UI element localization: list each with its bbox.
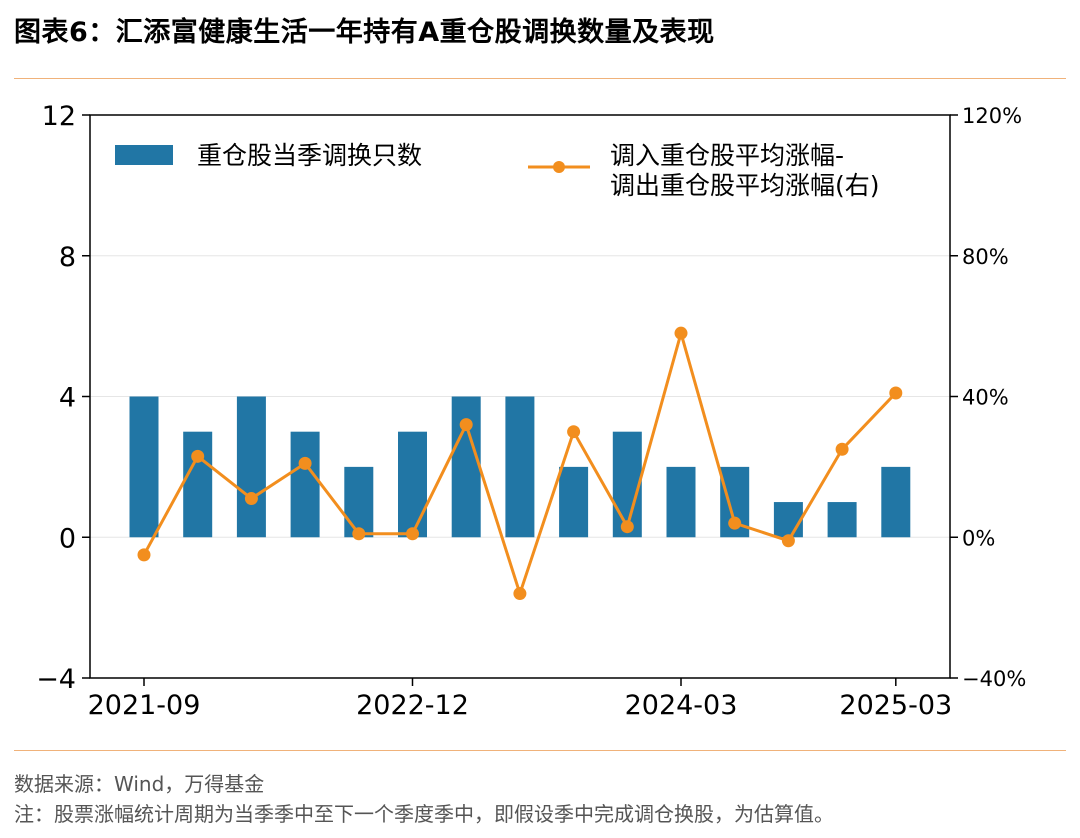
axes: −4 0 4 8 12 −40% 0% 40% 80% 120% 2021-09 2022-12 202… — [36, 101, 1026, 721]
bar — [559, 466, 589, 538]
y-right-tick-label: 80% — [962, 245, 1009, 269]
line-point — [674, 326, 688, 340]
x-tick-label: 2025-03 — [839, 690, 952, 721]
y-right-tick-label: −40% — [962, 667, 1026, 691]
bar — [451, 396, 481, 538]
footnote: 注：股票涨幅统计周期为当季季中至下一个季度季中，即假设季中完成调仓换股，为估算值… — [14, 802, 834, 826]
bar — [773, 502, 803, 538]
line-point — [567, 425, 581, 439]
line-point — [459, 418, 473, 432]
x-tick-label: 2021-09 — [88, 690, 201, 721]
bar — [881, 466, 911, 538]
legend-line-label-2: 调出重仓股平均涨幅(右) — [610, 171, 880, 200]
bar — [236, 396, 266, 538]
legend-line-label-1: 调入重仓股平均涨幅- — [610, 141, 844, 170]
line-point — [728, 516, 742, 530]
bar — [666, 466, 696, 538]
line-point — [191, 449, 205, 463]
legend: 重仓股当季调换只数 调入重仓股平均涨幅- 调出重仓股平均涨幅(右) — [115, 141, 880, 200]
line-point — [298, 456, 312, 470]
bar — [505, 396, 535, 538]
y-right-tick-label: 120% — [962, 104, 1022, 128]
chart-title: 图表6：汇添富健康生活一年持有A重仓股调换数量及表现 — [14, 17, 715, 48]
bar — [827, 502, 857, 538]
bar-series — [129, 396, 911, 538]
line-point — [406, 527, 419, 541]
bar — [344, 466, 374, 538]
line-point — [244, 492, 258, 506]
line-point — [835, 442, 849, 456]
y-left-tick-label: 12 — [42, 101, 76, 132]
bottom-divider — [14, 750, 1066, 751]
y-left-tick-label: 0 — [59, 523, 76, 554]
legend-line-marker — [553, 161, 565, 173]
bar — [290, 431, 320, 538]
line-point — [620, 520, 634, 534]
line-point — [352, 527, 366, 541]
y-right-tick-label: 0% — [962, 526, 995, 550]
bar — [398, 431, 427, 538]
combo-chart: −4 0 4 8 12 −40% 0% 40% 80% 120% 2021-09 2022-12 202… — [36, 101, 1026, 721]
legend-bar-label: 重仓股当季调换只数 — [197, 141, 422, 170]
top-divider — [14, 78, 1066, 79]
source-note: 数据来源：Wind，万得基金 — [14, 772, 265, 796]
line-point — [513, 587, 527, 601]
bar — [183, 431, 213, 538]
line-series — [137, 326, 903, 601]
bar — [612, 431, 642, 538]
y-right-tick-label: 40% — [962, 386, 1009, 410]
y-left-tick-label: −4 — [36, 664, 76, 695]
y-left-tick-label: 8 — [59, 242, 76, 273]
legend-bar-swatch — [115, 145, 173, 165]
line-point — [781, 534, 795, 548]
y-left-tick-label: 4 — [59, 383, 76, 414]
line-point — [137, 548, 151, 562]
x-tick-label: 2022-12 — [356, 690, 469, 721]
x-tick-label: 2024-03 — [625, 690, 738, 721]
line-point — [889, 386, 903, 400]
bar — [129, 396, 159, 538]
